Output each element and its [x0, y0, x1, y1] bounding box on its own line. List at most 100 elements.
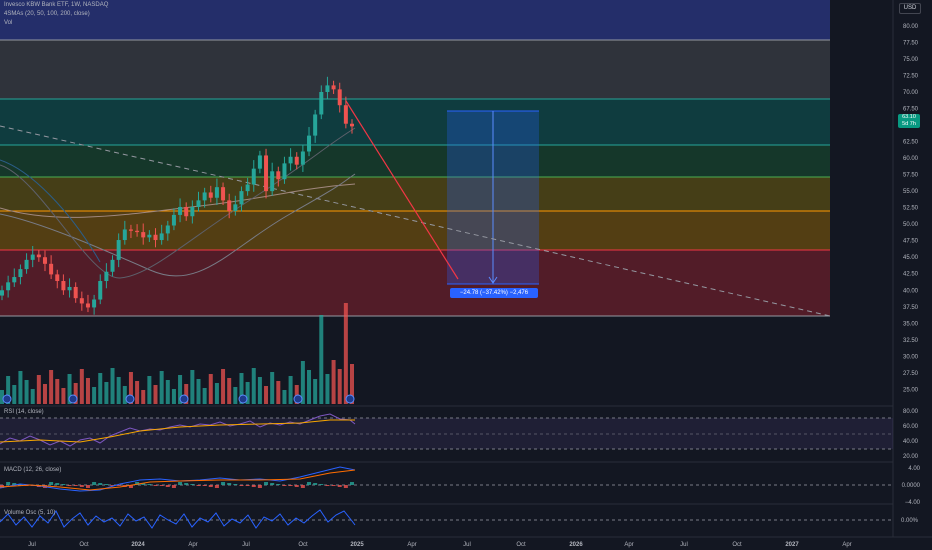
- candle-body: [24, 259, 29, 270]
- price-axis[interactable]: 80.0077.5075.0072.5070.0067.5065.0062.50…: [903, 24, 919, 393]
- price-tick-label: 52.50: [903, 206, 919, 212]
- macd-histogram-bar: [202, 485, 207, 486]
- macd-pane[interactable]: [0, 461, 893, 492]
- volume-bar: [0, 390, 4, 404]
- measure-arrow-head: [488, 276, 498, 284]
- fib-retracement[interactable]: [0, 0, 830, 317]
- candle-body: [190, 206, 195, 217]
- price-tick-label: 35.00: [903, 321, 919, 327]
- candle-body: [202, 192, 207, 201]
- symbol-legend[interactable]: Invesco KBW Bank ETF, 1W, NASDAQ: [4, 2, 109, 8]
- rsi-legend[interactable]: RSI (14, close): [4, 409, 44, 415]
- dashed-trendline[interactable]: [0, 125, 831, 317]
- time-tick-label: 2025: [350, 542, 364, 548]
- macd-tick-label: 0.0000: [902, 483, 921, 489]
- volume-bar: [116, 377, 121, 404]
- rsi-signal-line: [0, 419, 355, 443]
- time-tick-label: Oct: [732, 542, 742, 548]
- rsi-pane[interactable]: [0, 405, 893, 450]
- time-tick-label: Oct: [298, 542, 308, 548]
- volume-bar: [257, 377, 262, 404]
- dividend-marker: [179, 394, 189, 404]
- volume-osc-legend[interactable]: Volume Osc (5, 10): [4, 510, 56, 516]
- fib-band-65: [0, 211, 830, 250]
- volume-bar: [6, 376, 11, 404]
- candle-body: [42, 257, 47, 264]
- candle-body: [350, 123, 354, 127]
- volume-osc-tick-label: 0.00%: [901, 518, 919, 524]
- volume-bar: [313, 379, 318, 404]
- volume-bar: [270, 372, 275, 404]
- time-axis[interactable]: Jul Oct 2024 Apr Jul Oct 2025 Apr Jul Oct 2026 Apr J…: [28, 542, 852, 548]
- volume-bar: [300, 361, 305, 404]
- candle-body: [79, 298, 84, 304]
- volume-bar: [251, 368, 256, 404]
- macd-histogram-bar: [61, 484, 66, 485]
- macd-histogram-bar: [12, 483, 17, 485]
- volume-osc-pane[interactable]: [0, 503, 893, 529]
- macd-histogram-bar: [227, 483, 232, 485]
- volume-bar: [276, 381, 281, 404]
- macd-histogram-bar: [190, 484, 195, 485]
- price-tick-label: 42.50: [903, 272, 919, 278]
- volume-bar: [288, 376, 293, 404]
- candle-body: [122, 229, 127, 241]
- time-tick-label: 2024: [131, 542, 145, 548]
- macd-histogram-bar: [73, 485, 78, 486]
- macd-signal: [0, 469, 356, 491]
- macd-histogram-bar: [307, 482, 312, 485]
- price-tick-label: 30.00: [903, 354, 919, 360]
- candle-body: [343, 105, 348, 124]
- candle-body: [49, 263, 54, 275]
- macd-histogram-bar: [270, 483, 275, 485]
- macd-histogram-bar: [245, 485, 250, 486]
- price-tick-label: 62.50: [903, 140, 919, 146]
- candle-body: [104, 271, 109, 282]
- macd-histogram-bar: [98, 483, 103, 485]
- volume-bar: [55, 379, 60, 404]
- sma-legend[interactable]: 4SMAs (20, 50, 100, 200, close): [4, 11, 90, 17]
- volume-bar: [264, 386, 269, 404]
- dividend-markers: [2, 394, 355, 404]
- macd-histogram-bar: [171, 485, 176, 488]
- candle-body: [184, 206, 189, 217]
- time-tick-label: 2027: [785, 542, 799, 548]
- volume-bar: [319, 315, 324, 404]
- candle-body: [135, 230, 140, 233]
- price-tick-label: 27.50: [903, 371, 919, 377]
- price-range-tool[interactable]: [447, 110, 539, 285]
- macd-histogram-bar: [319, 484, 324, 485]
- macd-histogram-bar: [104, 484, 109, 485]
- macd-histogram-bar: [128, 485, 133, 488]
- macd-histogram-bar: [110, 485, 115, 486]
- volume-bar: [122, 386, 127, 404]
- macd-legend[interactable]: MACD (12, 26, close): [4, 467, 62, 473]
- volume-bar: [135, 381, 140, 404]
- fib-band-0: [0, 0, 830, 40]
- macd-histogram-bar: [221, 482, 226, 485]
- time-tick-label: Jul: [463, 542, 471, 548]
- candle-body: [233, 204, 238, 211]
- volume-bar: [233, 387, 238, 404]
- currency-button[interactable]: USD: [899, 3, 921, 14]
- macd-histogram-bar: [159, 485, 164, 486]
- candle-body: [159, 233, 164, 241]
- macd-histogram-bar: [79, 485, 84, 487]
- volume-bar: [12, 385, 17, 404]
- candle-body: [18, 269, 23, 278]
- volume-legend[interactable]: Vol: [4, 20, 13, 26]
- dividend-marker: [2, 394, 12, 404]
- candle-body: [208, 192, 213, 198]
- time-tick-label: Apr: [624, 542, 633, 548]
- projection-trendline[interactable]: [345, 100, 459, 280]
- candle-body: [325, 85, 330, 92]
- current-price-tag: 63.10 5d 7h: [898, 114, 920, 128]
- candle-body: [165, 225, 170, 234]
- volume-bar: [24, 380, 29, 404]
- candle-body: [110, 259, 115, 272]
- candle-body: [257, 155, 262, 169]
- volume-bar: [141, 390, 146, 404]
- candle-body: [319, 92, 324, 115]
- time-tick-label: Oct: [79, 542, 89, 548]
